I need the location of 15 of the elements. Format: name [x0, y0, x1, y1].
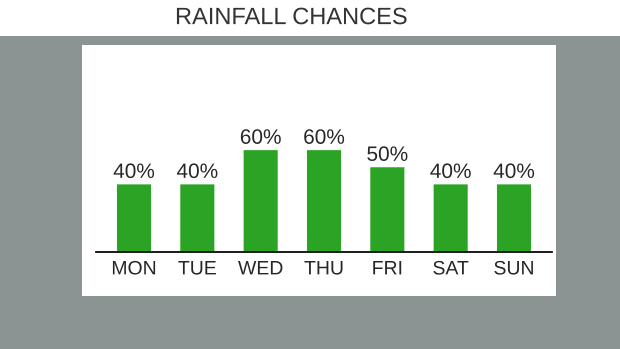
- data-label: 40%: [176, 163, 218, 178]
- data-label: 40%: [494, 163, 534, 178]
- chart-title: RAINFALL CHANCES: [176, 8, 407, 24]
- x-tick-label: TUE: [178, 261, 216, 275]
- data-label: 40%: [430, 163, 471, 178]
- data-label: 60%: [304, 129, 344, 144]
- x-tick-label: FRI: [373, 261, 402, 274]
- x-tick-label: WED: [238, 261, 282, 274]
- x-tick-label: THU: [304, 261, 342, 275]
- x-tick-label: MON: [112, 260, 156, 275]
- x-tick-label: SAT: [433, 260, 468, 275]
- data-label: 40%: [114, 163, 154, 178]
- x-tick-label: SUN: [494, 260, 533, 275]
- data-label: 60%: [240, 129, 281, 144]
- data-label: 50%: [367, 146, 408, 162]
